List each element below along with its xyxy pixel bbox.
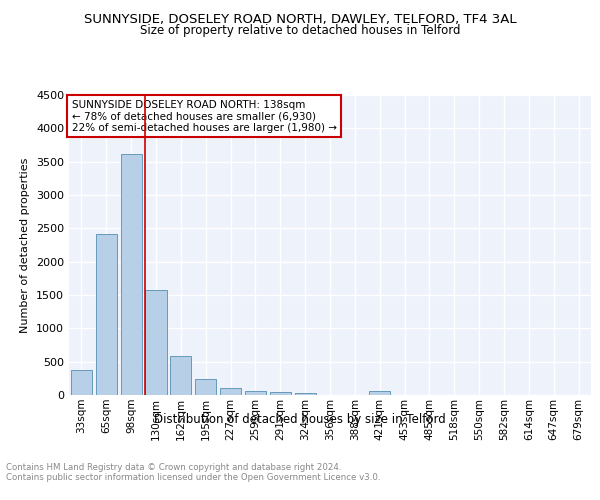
Text: SUNNYSIDE DOSELEY ROAD NORTH: 138sqm
← 78% of detached houses are smaller (6,930: SUNNYSIDE DOSELEY ROAD NORTH: 138sqm ← 7… [71, 100, 337, 132]
Text: Contains HM Land Registry data © Crown copyright and database right 2024.
Contai: Contains HM Land Registry data © Crown c… [6, 462, 380, 482]
Y-axis label: Number of detached properties: Number of detached properties [20, 158, 31, 332]
Text: Size of property relative to detached houses in Telford: Size of property relative to detached ho… [140, 24, 460, 37]
Bar [145, 290, 167, 395]
Bar [270, 392, 291, 395]
Bar [170, 356, 191, 395]
Bar [96, 234, 117, 395]
Bar [195, 379, 216, 395]
Bar [121, 154, 142, 395]
Bar [295, 392, 316, 395]
Bar [369, 391, 390, 395]
Bar [220, 388, 241, 395]
Bar [71, 370, 92, 395]
Text: Distribution of detached houses by size in Telford: Distribution of detached houses by size … [154, 412, 446, 426]
Bar [245, 391, 266, 395]
Text: SUNNYSIDE, DOSELEY ROAD NORTH, DAWLEY, TELFORD, TF4 3AL: SUNNYSIDE, DOSELEY ROAD NORTH, DAWLEY, T… [83, 12, 517, 26]
